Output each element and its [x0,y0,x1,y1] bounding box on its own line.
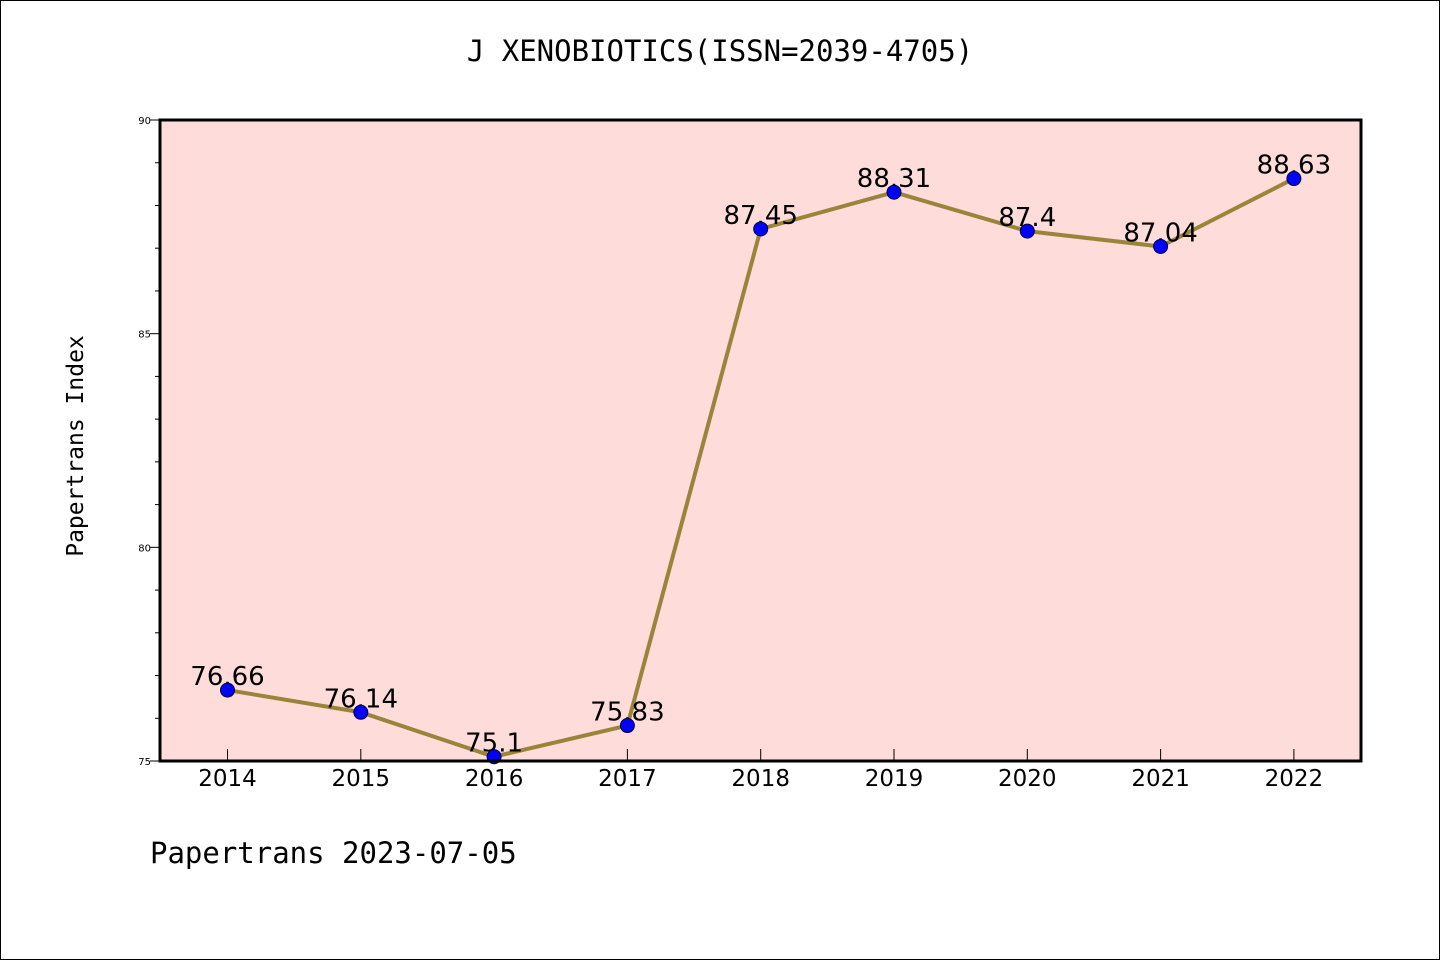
data-point [1286,171,1302,187]
data-point [1153,238,1169,254]
data-point [886,184,902,200]
x-tick-label: 2020 [998,766,1057,792]
x-tick-label: 2015 [332,766,391,792]
data-point [619,718,635,734]
data-point [353,704,369,720]
footer-text: Papertrans 2023-07-05 [150,836,517,870]
y-tick-label: 85 [138,330,151,341]
x-tick-label: 2014 [198,766,257,792]
x-tick-label: 2021 [1131,766,1190,792]
y-tick-label: 75 [138,757,151,768]
x-tick-label: 2017 [598,766,657,792]
data-point [753,221,769,237]
x-tick-label: 2019 [865,766,924,792]
y-tick-label: 80 [138,543,151,554]
chart-title: J XENOBIOTICS(ISSN=2039-4705) [466,34,974,68]
data-point [1019,223,1035,239]
y-tick-label: 90 [138,116,151,127]
data-point [220,682,235,698]
plot-border [158,118,1363,763]
x-tick-label: 2016 [465,766,524,792]
x-tick-label: 2018 [731,766,790,792]
x-tick-label: 2022 [1265,766,1324,792]
